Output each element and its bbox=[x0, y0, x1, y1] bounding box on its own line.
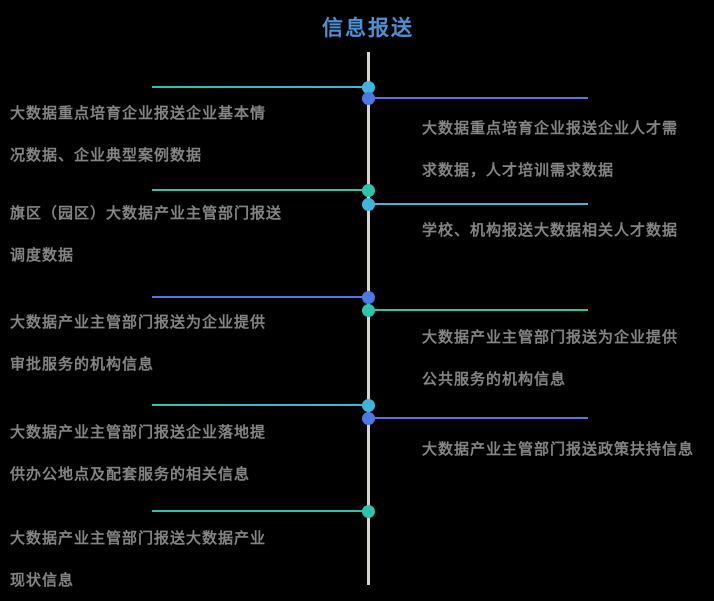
branch-line-right-2 bbox=[368, 203, 588, 205]
branch-label-line: 大数据重点培育企业报送企业人才需 bbox=[422, 119, 679, 137]
branch-label-line: 求数据，人才培训需求数据 bbox=[422, 161, 615, 179]
timeline-spine bbox=[367, 52, 370, 585]
branch-line-left-4 bbox=[152, 404, 368, 406]
branch-node-dot-left-4 bbox=[362, 399, 375, 412]
branch-node-dot-right-3 bbox=[362, 304, 375, 317]
branch-label-line: 大数据产业主管部门报送为企业提供 bbox=[10, 313, 267, 331]
branch-node-dot-left-5 bbox=[362, 505, 375, 518]
branch-line-left-2 bbox=[152, 189, 368, 191]
branch-label-line: 旗区（园区）大数据产业主管部门报送 bbox=[10, 204, 283, 222]
branch-label-right-3: 大数据产业主管部门报送为企业提供 公共服务的机构信息 bbox=[422, 316, 678, 400]
branch-label-left-5: 大数据产业主管部门报送大数据产业 现状信息 bbox=[10, 517, 266, 601]
branch-line-left-5 bbox=[152, 510, 368, 512]
branch-label-line: 大数据产业主管部门报送企业落地提 bbox=[10, 423, 267, 441]
branch-label-left-1: 大数据重点培育企业报送企业基本情 况数据、企业典型案例数据 bbox=[10, 92, 266, 176]
branch-node-dot-left-2 bbox=[362, 184, 375, 197]
branch-node-dot-right-1 bbox=[362, 92, 375, 105]
branch-label-line: 现状信息 bbox=[10, 571, 75, 589]
branch-node-dot-left-3 bbox=[362, 291, 375, 304]
branch-label-line: 公共服务的机构信息 bbox=[422, 370, 567, 388]
branch-label-line: 大数据产业主管部门报送大数据产业 bbox=[10, 529, 267, 547]
branch-label-line: 审批服务的机构信息 bbox=[10, 355, 155, 373]
branch-label-line: 供办公地点及配套服务的相关信息 bbox=[10, 465, 251, 483]
branch-line-left-3 bbox=[152, 296, 368, 298]
diagram-title: 信息报送 bbox=[322, 16, 414, 40]
branch-label-right-4: 大数据产业主管部门报送政策扶持信息 bbox=[422, 428, 694, 470]
branch-label-left-4: 大数据产业主管部门报送企业落地提 供办公地点及配套服务的相关信息 bbox=[10, 411, 266, 495]
branch-node-dot-right-2 bbox=[362, 198, 375, 211]
branch-line-right-1 bbox=[368, 97, 588, 99]
branch-node-dot-right-4 bbox=[362, 412, 375, 425]
branch-label-line: 学校、机构报送大数据相关人才数据 bbox=[422, 221, 679, 239]
branch-label-left-2: 旗区（园区）大数据产业主管部门报送 调度数据 bbox=[10, 192, 282, 276]
branch-node-dot-left-1 bbox=[362, 81, 375, 94]
branch-label-line: 大数据产业主管部门报送为企业提供 bbox=[422, 328, 679, 346]
branch-line-right-3 bbox=[368, 309, 588, 311]
branch-label-line: 况数据、企业典型案例数据 bbox=[10, 146, 203, 164]
branch-label-left-3: 大数据产业主管部门报送为企业提供 审批服务的机构信息 bbox=[10, 301, 266, 385]
branch-line-right-4 bbox=[368, 417, 588, 419]
branch-label-line: 大数据产业主管部门报送政策扶持信息 bbox=[422, 440, 695, 458]
branch-line-left-1 bbox=[152, 86, 368, 88]
branch-label-line: 调度数据 bbox=[10, 246, 75, 264]
branch-label-line: 大数据重点培育企业报送企业基本情 bbox=[10, 104, 267, 122]
branch-label-right-2: 学校、机构报送大数据相关人才数据 bbox=[422, 209, 678, 251]
branch-label-right-1: 大数据重点培育企业报送企业人才需 求数据，人才培训需求数据 bbox=[422, 107, 678, 191]
